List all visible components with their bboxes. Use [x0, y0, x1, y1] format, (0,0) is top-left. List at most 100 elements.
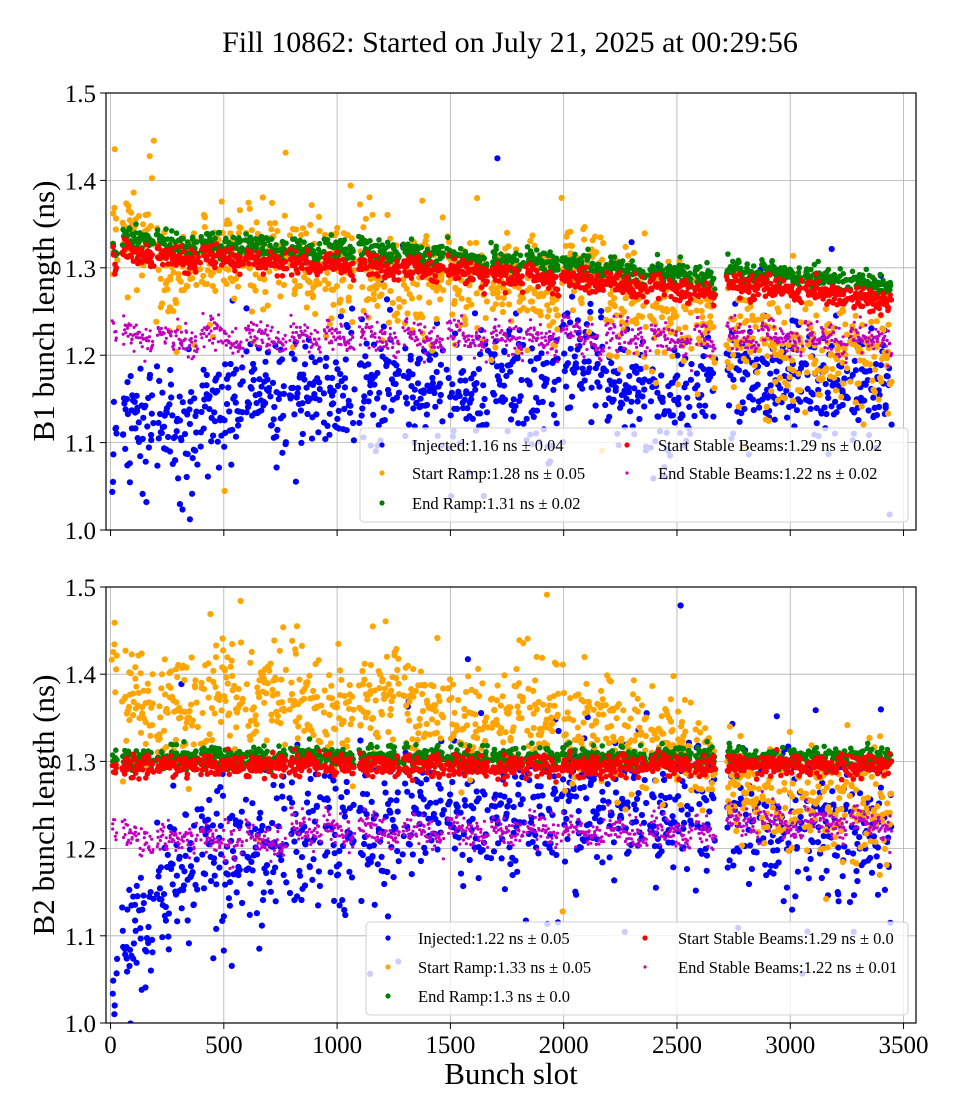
data-point: [179, 399, 186, 406]
data-point: [887, 282, 894, 289]
data-point: [200, 336, 204, 340]
data-point: [146, 347, 150, 351]
data-point: [288, 350, 295, 357]
data-point: [269, 329, 273, 333]
data-point: [849, 268, 856, 275]
data-point: [269, 199, 276, 206]
data-point: [301, 339, 305, 343]
data-point: [253, 335, 257, 339]
data-point: [402, 394, 409, 401]
data-point: [637, 365, 644, 373]
data-point: [259, 245, 266, 252]
y-tick-label: 1.3: [65, 256, 96, 283]
data-point: [629, 258, 635, 264]
data-point: [313, 337, 317, 342]
data-point: [163, 340, 167, 344]
data-point: [746, 289, 752, 296]
data-point: [449, 334, 453, 338]
data-point: [308, 354, 315, 361]
data-point: [374, 395, 381, 402]
data-point: [142, 458, 149, 465]
data-point: [764, 353, 771, 360]
data-point: [711, 302, 717, 309]
data-point: [222, 329, 226, 333]
data-point: [528, 338, 532, 342]
data-point: [154, 462, 161, 469]
data-point: [321, 277, 328, 284]
data-point: [518, 336, 522, 340]
data-point: [873, 318, 880, 325]
data-point: [599, 256, 606, 263]
data-point: [628, 398, 635, 405]
data-point: [393, 310, 401, 317]
data-point: [248, 385, 255, 392]
data-point: [616, 366, 624, 373]
data-point: [739, 399, 746, 406]
data-point: [504, 334, 508, 338]
data-point: [872, 366, 879, 373]
data-point: [797, 319, 805, 326]
data-point: [458, 295, 465, 302]
data-point: [711, 359, 718, 366]
data-point: [201, 252, 207, 259]
data-point: [756, 404, 763, 411]
data-point: [381, 417, 388, 424]
data-point: [640, 302, 647, 309]
data-point: [793, 407, 801, 414]
data-point: [362, 259, 368, 266]
data-point: [311, 342, 315, 346]
data-point: [484, 272, 490, 279]
data-point: [296, 282, 303, 290]
data-point: [437, 296, 444, 303]
data-point: [210, 269, 217, 276]
data-point: [396, 339, 400, 343]
data-point: [432, 326, 436, 330]
data-point: [452, 335, 456, 339]
data-point: [683, 380, 690, 387]
data-point: [173, 428, 180, 435]
data-point: [380, 323, 387, 330]
data-point: [518, 376, 525, 384]
data-point: [368, 252, 375, 258]
data-point: [653, 324, 658, 328]
data-point: [266, 268, 273, 275]
data-point: [648, 349, 652, 353]
data-point: [551, 411, 558, 419]
data-point: [294, 343, 298, 348]
data-point: [362, 353, 369, 360]
data-point: [551, 335, 555, 339]
data-point: [478, 343, 482, 347]
data-point: [262, 331, 266, 335]
data-point: [298, 439, 305, 446]
data-point: [812, 357, 819, 364]
data-point: [128, 253, 135, 260]
data-point: [256, 390, 263, 398]
data-point: [337, 370, 344, 378]
data-point: [776, 374, 784, 381]
data-point: [360, 224, 367, 231]
data-point: [480, 342, 484, 346]
data-point: [212, 259, 219, 266]
data-point: [416, 355, 423, 362]
data-point: [596, 347, 600, 351]
data-point: [183, 473, 190, 481]
data-point: [409, 333, 413, 338]
data-point: [248, 308, 255, 315]
data-point: [520, 359, 525, 363]
data-point: [498, 331, 502, 335]
data-point: [768, 388, 775, 395]
data-point: [186, 346, 190, 350]
data-point: [585, 329, 593, 336]
data-point: [634, 398, 641, 405]
data-point: [506, 327, 513, 334]
data-point: [235, 422, 242, 429]
data-point: [350, 248, 356, 255]
data-point: [545, 351, 550, 355]
data-point: [343, 246, 349, 252]
data-point: [682, 324, 689, 331]
data-point: [445, 321, 450, 325]
data-point: [510, 352, 515, 356]
data-point: [825, 394, 832, 401]
data-point: [307, 395, 314, 402]
data-point: [481, 291, 488, 297]
